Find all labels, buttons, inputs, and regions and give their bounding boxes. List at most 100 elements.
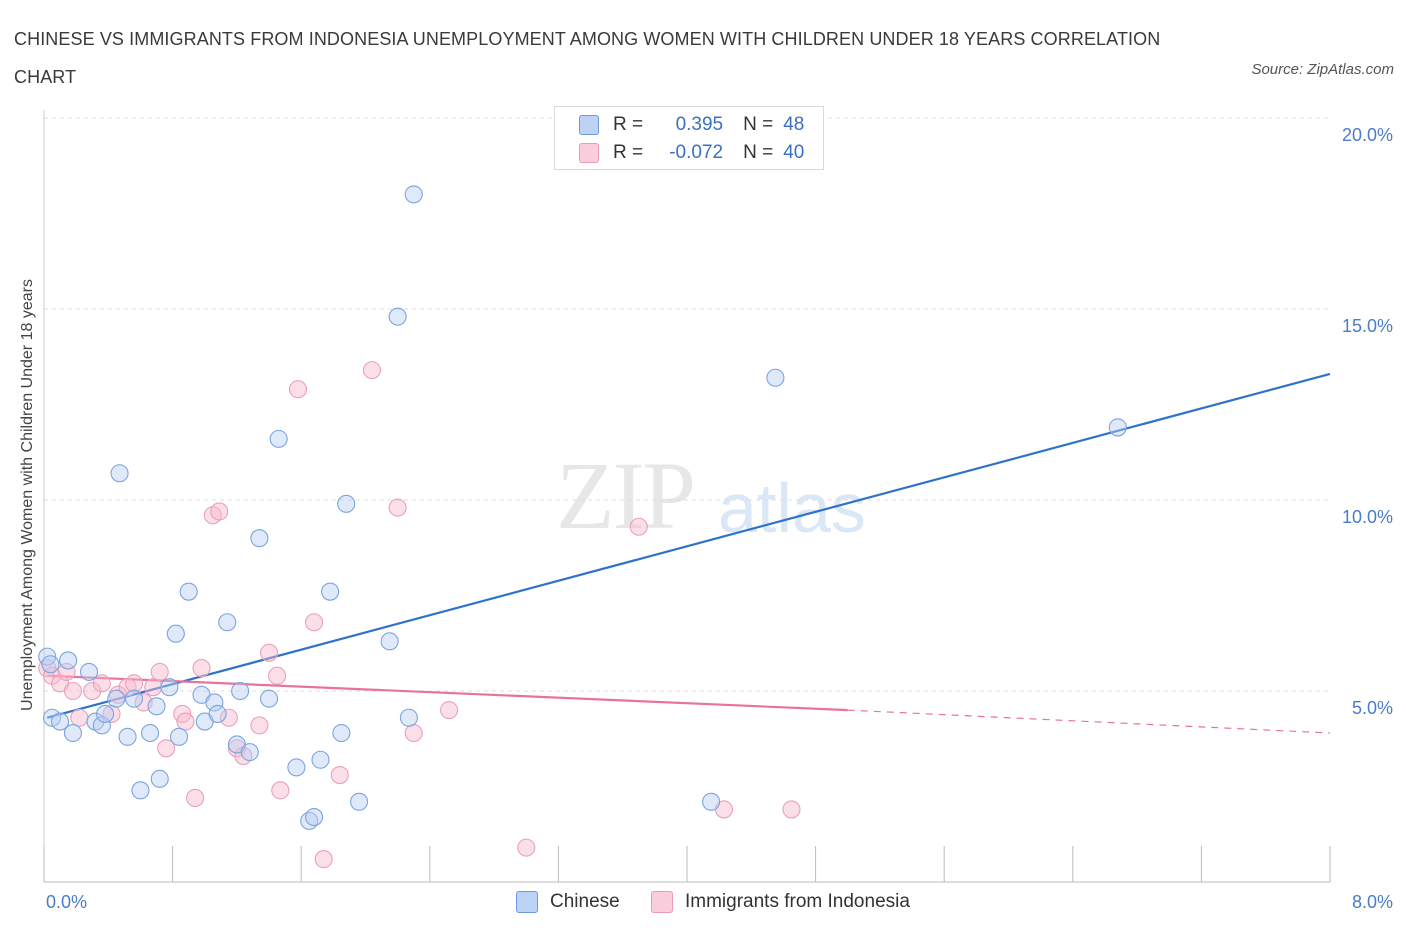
n-value: 40 [783, 142, 805, 163]
indonesia-point [83, 681, 102, 701]
source-label: Source: ZipAtlas.com [1251, 61, 1394, 78]
n-label: N = [743, 142, 774, 163]
chinese-point [141, 723, 160, 743]
indonesia-point [157, 739, 176, 758]
trend-lines [46, 372, 1331, 734]
chinese-point [160, 678, 179, 697]
y-tick-label: 10.0% [1342, 507, 1393, 527]
chinese-point [92, 716, 111, 735]
y-tick-label: 5.0% [1352, 698, 1393, 718]
indonesia-point [57, 662, 76, 681]
axes [43, 110, 1331, 883]
chinese-point [110, 464, 129, 483]
n-value: 48 [783, 114, 805, 135]
indonesia-point [124, 674, 144, 693]
indonesia-point [144, 678, 163, 697]
indonesia-point [150, 662, 169, 681]
chinese-point [51, 712, 70, 731]
indonesia-point [314, 850, 333, 869]
legend-row-chinese: R = 0.395 N = 48 [579, 111, 804, 139]
chinese-point [124, 689, 144, 708]
chinese-point [250, 529, 269, 548]
tick-labels: 5.0% 10.0% 15.0% 20.0% 0.0% 8.0% [46, 125, 1393, 912]
chinese-trend-line [46, 372, 1331, 719]
chinese-point [107, 689, 126, 708]
n-label: N = [743, 114, 774, 135]
y-tick-label: 15.0% [1342, 316, 1393, 336]
chinese-point [208, 704, 227, 723]
indonesia-point [440, 701, 459, 720]
indonesia-point [388, 498, 407, 517]
indonesia-trend-extension [847, 709, 1331, 734]
chinese-point [399, 708, 418, 727]
indonesia-point [70, 708, 89, 727]
legend-item-chinese: Chinese [516, 889, 620, 915]
legend-row-indonesia: R = -0.072 N = 40 [579, 139, 804, 167]
chinese-point [287, 758, 306, 777]
chinese-point [169, 727, 189, 746]
gridlines [44, 117, 1330, 692]
indonesia-point [268, 666, 287, 685]
r-value: 0.395 [675, 114, 724, 135]
chinese-point [380, 632, 399, 651]
chinese-point [702, 792, 721, 811]
correlation-legend: R = 0.395 N = 48 R = -0.072 N = 40 [554, 106, 824, 170]
indonesia-point [92, 674, 111, 693]
indonesia-point [330, 765, 349, 785]
indonesia-point [629, 517, 648, 536]
chinese-point [404, 185, 423, 204]
chinese-point [1108, 418, 1127, 437]
indonesia-point [305, 613, 324, 632]
chinese-point [259, 689, 279, 708]
indonesia-point [259, 643, 279, 662]
indonesia-point [782, 800, 801, 819]
watermark-atlas: atlas [718, 469, 866, 547]
chinese-point [118, 727, 137, 746]
chinese-point [337, 494, 356, 513]
chinese-point [269, 429, 288, 448]
chart-title: CHINESE VS IMMIGRANTS FROM INDONESIA UNE… [14, 29, 1161, 87]
chinese-point [63, 723, 82, 743]
chinese-point [766, 368, 785, 387]
chinese-point [311, 750, 330, 769]
chinese-point [332, 723, 351, 743]
indonesia-swatch [579, 143, 599, 163]
chinese-point [179, 582, 198, 601]
chinese-point [147, 697, 166, 716]
chinese-point [79, 662, 99, 681]
indonesia-point [271, 781, 290, 800]
x-tick-label: 0.0% [46, 892, 87, 912]
indonesia-point [250, 716, 269, 735]
indonesia-point [288, 380, 308, 399]
x-tick-label: 8.0% [1352, 892, 1393, 912]
indonesia-point [63, 681, 82, 701]
indonesia-point [210, 502, 229, 521]
chinese-point [350, 792, 369, 811]
indonesia-point [219, 708, 238, 727]
chinese-swatch [579, 115, 599, 135]
indonesia-point [192, 659, 211, 678]
chinese-point [305, 808, 324, 827]
chinese-point [240, 743, 259, 762]
indonesia-legend-swatch [651, 891, 673, 913]
indonesia-trend-line [47, 674, 848, 712]
chinese-point [166, 624, 185, 643]
r-value: -0.072 [669, 142, 724, 163]
chinese-point [41, 655, 60, 674]
indonesia-point [404, 723, 423, 743]
y-tick-label: 20.0% [1342, 125, 1393, 145]
indonesia-point [176, 712, 195, 731]
legend-item-indonesia: Immigrants from Indonesia [651, 889, 910, 915]
chinese-point [231, 681, 250, 701]
chinese-point [59, 651, 78, 670]
chinese-point [150, 769, 169, 788]
chinese-legend-swatch [516, 891, 538, 913]
indonesia-point [362, 361, 381, 380]
indonesia-legend-label: Immigrants from Indonesia [685, 891, 910, 912]
indonesia-point [186, 788, 205, 808]
watermark-zip: ZIP [556, 442, 696, 549]
data-points [38, 185, 1127, 869]
chinese-point [321, 582, 340, 601]
r-label: R = [613, 114, 644, 135]
